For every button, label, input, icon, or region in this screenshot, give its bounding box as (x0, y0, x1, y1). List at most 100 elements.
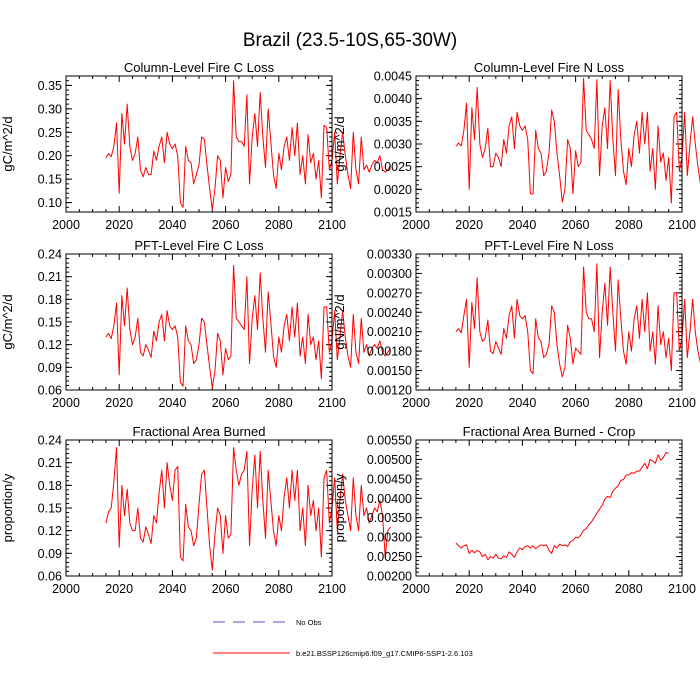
y-axis-label: gC/m^2/d (0, 294, 15, 349)
plot-frame (415, 253, 683, 391)
y-tick-label: 0.0030 (374, 138, 412, 152)
x-tick-label: 2020 (105, 396, 133, 410)
y-tick-label: 0.24 (38, 434, 62, 448)
chart-panel-5: Fractional Area Burned 2000 2020 2040 2060 20… (0, 424, 391, 596)
y-tick-label: 0.21 (38, 456, 62, 470)
plot-frame (415, 439, 683, 577)
y-tick-label: 0.0025 (374, 160, 412, 174)
y-tick-label: 0.00300 (367, 531, 412, 545)
x-tick-label: 2040 (158, 582, 186, 596)
panel-title: Fractional Area Burned (133, 424, 266, 439)
x-tick-label: 2060 (562, 396, 590, 410)
x-tick-label: 2040 (508, 396, 536, 410)
y-tick-label: 0.10 (38, 196, 62, 210)
x-tick-label: 2080 (265, 582, 293, 596)
y-tick-label: 0.00240 (367, 306, 412, 320)
x-tick-label: 2100 (668, 218, 696, 232)
figure-title: Brazil (23.5-10S,65-30W) (243, 30, 457, 51)
y-tick-label: 0.24 (38, 248, 62, 262)
x-tick-label: 2000 (402, 218, 430, 232)
x-tick-label: 2060 (212, 218, 240, 232)
y-axis-label: gN/m^2/d (332, 294, 347, 349)
y-tick-label: 0.25 (38, 126, 62, 140)
x-tick-label: 2020 (105, 218, 133, 232)
chart-panel-2: Column-Level Fire N Loss 2000 2020 2040 2060… (332, 60, 700, 232)
y-tick-label: 0.00550 (367, 434, 412, 448)
panel-title: Fractional Area Burned - Crop (463, 424, 636, 439)
y-tick-label: 0.0045 (374, 70, 412, 84)
x-tick-label: 2100 (318, 396, 346, 410)
x-tick-label: 2000 (52, 582, 80, 596)
x-tick-label: 2040 (508, 218, 536, 232)
panel-title: Column-Level Fire N Loss (474, 60, 625, 75)
panel-title: PFT-Level Fire N Loss (484, 238, 614, 253)
y-tick-label: 0.06 (38, 384, 62, 398)
y-tick-label: 0.15 (38, 502, 62, 516)
x-tick-label: 2100 (318, 218, 346, 232)
panel-title: Column-Level Fire C Loss (124, 60, 275, 75)
x-tick-label: 2060 (562, 218, 590, 232)
y-tick-label: 0.30 (38, 102, 62, 116)
y-axis-label: proportion/y (0, 473, 15, 542)
chart-panel-1: Column-Level Fire C Loss 2000 2020 2040 2060… (0, 60, 391, 232)
panel-title: PFT-Level Fire C Loss (134, 238, 264, 253)
legend-label: No Obs (296, 618, 322, 627)
legend: No Obs b.e21.BSSP126cmip6.f09_g17.CMIP6-S… (213, 618, 473, 658)
x-tick-label: 2000 (52, 396, 80, 410)
x-tick-label: 2100 (318, 582, 346, 596)
x-tick-label: 2100 (668, 582, 696, 596)
x-tick-label: 2080 (615, 582, 643, 596)
x-tick-label: 2080 (615, 396, 643, 410)
x-tick-label: 2060 (212, 582, 240, 596)
x-tick-label: 2000 (52, 218, 80, 232)
y-tick-label: 0.00450 (367, 472, 412, 486)
y-tick-label: 0.0040 (374, 92, 412, 106)
y-tick-label: 0.12 (38, 338, 62, 352)
x-tick-label: 2080 (265, 218, 293, 232)
plot-frame (65, 439, 333, 577)
legend-entry-2: b.e21.BSSP126cmip6.f09_g17.CMIP6-SSP1-2.… (213, 649, 473, 658)
y-tick-label: 0.00350 (367, 511, 412, 525)
y-tick-label: 0.0035 (374, 115, 412, 129)
y-tick-label: 0.00210 (367, 325, 412, 339)
plot-frame (65, 75, 333, 213)
y-tick-label: 0.18 (38, 293, 62, 307)
y-tick-label: 0.21 (38, 270, 62, 284)
chart-panel-4: PFT-Level Fire N Loss 2000 2020 2040 2060 208… (332, 238, 700, 410)
legend-label: b.e21.BSSP126cmip6.f09_g17.CMIP6-SSP1-2.… (296, 649, 473, 658)
series-line (455, 451, 669, 561)
y-tick-label: 0.00400 (367, 492, 412, 506)
series-line (455, 77, 700, 204)
plot-frame (65, 253, 333, 391)
y-tick-label: 0.00270 (367, 286, 412, 300)
x-tick-label: 2000 (402, 582, 430, 596)
chart-panels: Column-Level Fire C Loss 2000 2020 2040 2060… (0, 60, 700, 596)
y-tick-label: 0.0015 (374, 206, 412, 220)
y-axis-label: gN/m^2/d (332, 116, 347, 171)
y-tick-label: 0.12 (38, 524, 62, 538)
y-tick-label: 0.15 (38, 316, 62, 330)
x-tick-label: 2100 (668, 396, 696, 410)
y-tick-label: 0.00120 (367, 384, 412, 398)
y-axis-label: gC/m^2/d (0, 116, 15, 171)
y-tick-label: 0.00250 (367, 550, 412, 564)
y-tick-label: 0.00500 (367, 453, 412, 467)
y-tick-label: 0.00300 (367, 267, 412, 281)
x-tick-label: 2040 (508, 582, 536, 596)
y-tick-label: 0.06 (38, 570, 62, 584)
legend-entry-1: No Obs (213, 618, 322, 627)
y-tick-label: 0.15 (38, 173, 62, 187)
x-tick-label: 2080 (615, 218, 643, 232)
y-tick-label: 0.00150 (367, 364, 412, 378)
x-tick-label: 2020 (455, 396, 483, 410)
y-tick-label: 0.20 (38, 149, 62, 163)
y-tick-label: 0.00330 (367, 248, 412, 262)
y-tick-label: 0.35 (38, 79, 62, 93)
y-tick-label: 0.09 (38, 547, 62, 561)
chart-panel-3: PFT-Level Fire C Loss 2000 2020 2040 2060 208… (0, 238, 391, 410)
x-tick-label: 2020 (455, 218, 483, 232)
series-line (105, 264, 391, 389)
x-tick-label: 2020 (455, 582, 483, 596)
plot-frame (415, 75, 683, 213)
